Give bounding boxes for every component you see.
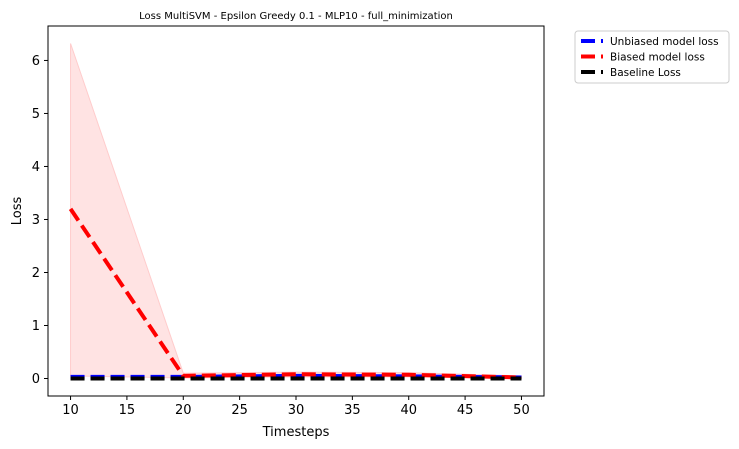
legend-label: Biased model loss [610, 52, 705, 64]
y-tick-label: 3 [32, 213, 40, 228]
x-tick-label: 15 [119, 403, 136, 418]
series-line-0 [70, 373, 522, 380]
x-tick-label: 45 [457, 403, 474, 418]
confidence-band-1 [70, 43, 522, 380]
y-tick-label: 2 [32, 266, 40, 281]
y-tick-label: 1 [32, 319, 40, 334]
x-tick-label: 25 [231, 403, 248, 418]
x-tick-label: 20 [175, 403, 192, 418]
y-tick-label: 6 [32, 54, 40, 69]
legend: Unbiased model loss Biased model loss Base… [574, 30, 730, 84]
x-tick-label: 10 [62, 403, 79, 418]
y-tick-label: 4 [32, 160, 40, 175]
legend-box [574, 30, 730, 84]
y-tick-label: 5 [32, 107, 40, 122]
x-axis: 10 15 20 25 30 35 40 45 50 [62, 396, 530, 418]
series-line-1 [68, 207, 522, 380]
plot-area [68, 43, 522, 381]
y-axis-label: Loss [10, 197, 25, 226]
x-tick-label: 50 [513, 403, 530, 418]
legend-label: Baseline Loss [610, 67, 681, 79]
x-axis-label: Timesteps [262, 425, 330, 440]
legend-label: Unbiased model loss [610, 36, 719, 48]
x-tick-label: 35 [344, 403, 361, 418]
chart-title: Loss MultiSVM - Epsilon Greedy 0.1 - MLP… [139, 11, 453, 22]
x-tick-label: 30 [288, 403, 305, 418]
y-axis: 0 1 2 3 4 5 6 [32, 54, 48, 387]
x-tick-label: 40 [400, 403, 417, 418]
plot-frame [47, 25, 545, 397]
y-tick-label: 0 [32, 372, 40, 387]
